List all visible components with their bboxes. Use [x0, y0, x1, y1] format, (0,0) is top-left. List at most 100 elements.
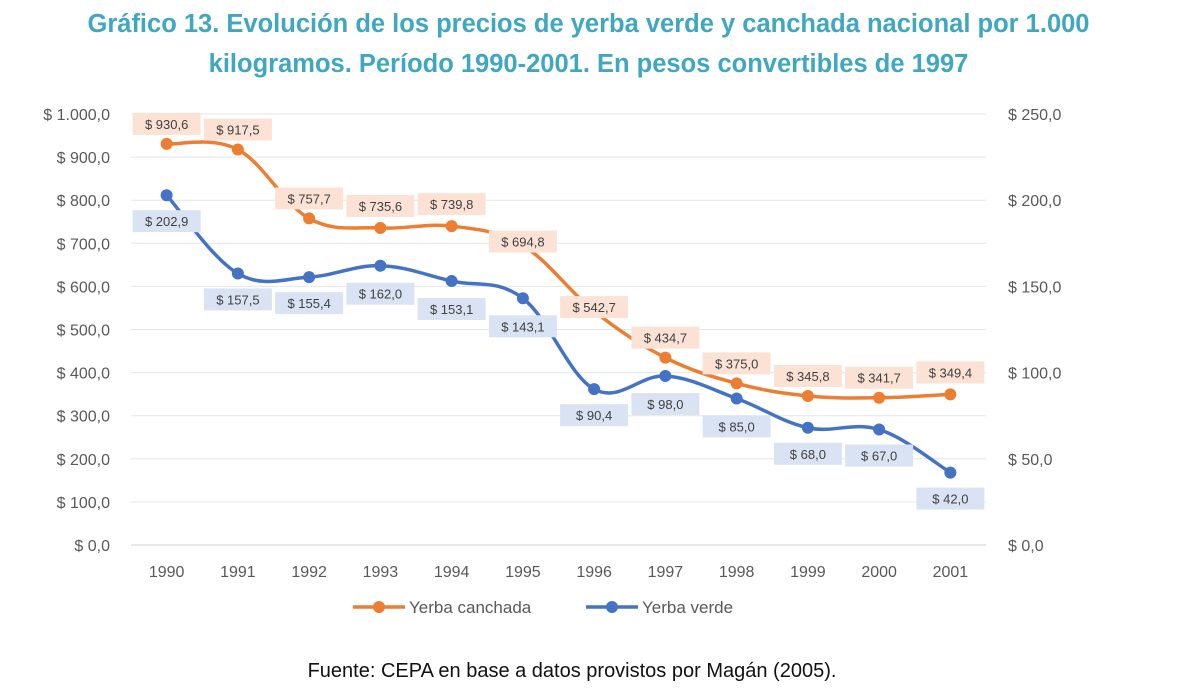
data-label-verde: $ 67,0 [845, 444, 914, 467]
data-point-canchada [160, 137, 173, 150]
data-label-canchada: $ 735,6 [346, 194, 415, 217]
right-axis-tick-label: $ 150,0 [1008, 279, 1061, 296]
data-label-background [773, 364, 842, 387]
legend-item-canchada: Yerba canchada [353, 598, 532, 617]
data-point-verde [303, 271, 316, 284]
data-label-background [203, 288, 272, 311]
x-axis-tick-label: 2000 [861, 564, 897, 581]
data-label-verde: $ 162,0 [346, 282, 415, 305]
line-chart: $ 0,0 $ 100,0 $ 200,0 $ 300,0 $ 400,0 $ 500,0… [43, 107, 1061, 617]
data-point-verde [231, 267, 244, 280]
data-label-background [702, 415, 771, 438]
x-axis-tick-label: 1994 [434, 564, 470, 581]
data-point-canchada [873, 391, 886, 404]
data-label-background [275, 292, 344, 315]
gridlines [131, 113, 986, 546]
data-label-text: $ 153,1 [430, 302, 473, 317]
data-label-text: $ 349,4 [929, 365, 972, 380]
chart-title: Gráfico 13. Evolución de los precios de … [0, 4, 1177, 84]
data-label-text: $ 67,0 [861, 448, 897, 463]
left-axis-tick-label: $ 700,0 [57, 236, 110, 253]
data-point-canchada [303, 212, 316, 225]
data-label-background [560, 404, 629, 427]
left-axis-tick-label: $ 0,0 [74, 538, 110, 555]
data-label-background [417, 193, 486, 216]
data-label-background [488, 230, 557, 253]
data-label-text: $ 375,0 [715, 356, 758, 371]
x-axis-tick-label: 1995 [505, 564, 541, 581]
data-label-background [845, 444, 914, 467]
x-axis-tick-label: 1997 [648, 564, 684, 581]
left-axis-tick-label: $ 200,0 [57, 452, 110, 469]
data-label-background [417, 298, 486, 321]
x-axis-tick-label: 1992 [291, 564, 327, 581]
data-label-verde: $ 42,0 [916, 487, 985, 510]
data-label-text: $ 930,6 [145, 117, 188, 132]
data-point-verde [873, 423, 886, 436]
left-axis-tick-label: $ 400,0 [57, 366, 110, 383]
data-point-verde [445, 275, 458, 288]
data-point-verde [730, 392, 743, 405]
data-label-canchada: $ 434,7 [631, 326, 700, 349]
data-point-canchada [730, 377, 743, 390]
data-label-canchada: $ 739,8 [417, 193, 486, 216]
data-label-verde: $ 153,1 [417, 298, 486, 321]
right-y-axis: $ 0,0 $ 50,0 $ 100,0 $ 150,0 $ 200,0 $ 250,0 [1008, 107, 1061, 555]
data-point-canchada [659, 351, 672, 364]
data-point-verde [374, 259, 387, 272]
data-label-text: $ 68,0 [790, 447, 826, 462]
data-label-verde: $ 90,4 [560, 404, 629, 427]
data-label-canchada: $ 757,7 [275, 187, 344, 210]
data-label-canchada: $ 349,4 [916, 361, 985, 384]
data-label-background [275, 187, 344, 210]
data-label-verde: $ 155,4 [275, 292, 344, 315]
left-axis-tick-label: $ 100,0 [57, 495, 110, 512]
data-label-canchada: $ 930,6 [132, 112, 201, 135]
data-label-verde: $ 85,0 [702, 415, 771, 438]
right-axis-tick-label: $ 0,0 [1008, 538, 1044, 555]
chart-title-line-2: kilogramos. Período 1990-2001. En pesos … [208, 50, 969, 78]
left-axis-tick-label: $ 500,0 [57, 323, 110, 340]
data-label-text: $ 735,6 [359, 199, 402, 214]
data-label-background [203, 118, 272, 141]
data-label-background [560, 296, 629, 319]
legend-swatch-marker [606, 601, 618, 613]
data-label-text: $ 345,8 [786, 369, 829, 384]
x-axis: 1990 1991 1992 1993 1994 1995 1996 1997 1998 1999… [149, 564, 968, 581]
left-y-axis: $ 0,0 $ 100,0 $ 200,0 $ 300,0 $ 400,0 $ 500,0… [43, 107, 110, 555]
data-point-canchada [374, 221, 387, 234]
x-axis-tick-label: 1998 [719, 564, 755, 581]
data-point-verde [944, 466, 957, 479]
data-label-text: $ 162,0 [359, 287, 402, 302]
x-axis-tick-label: 1996 [576, 564, 612, 581]
data-label-background [916, 361, 985, 384]
data-point-verde [516, 292, 529, 305]
data-label-canchada: $ 542,7 [560, 296, 629, 319]
data-label-text: $ 739,8 [430, 197, 473, 212]
data-label-background [702, 352, 771, 375]
data-label-text: $ 85,0 [719, 419, 755, 434]
x-axis-tick-label: 2001 [933, 564, 969, 581]
data-label-background [916, 487, 985, 510]
data-label-text: $ 98,0 [647, 397, 683, 412]
data-label-verde: $ 202,9 [132, 210, 201, 233]
data-label-text: $ 341,7 [857, 371, 900, 386]
data-label-canchada: $ 345,8 [773, 364, 842, 387]
data-label-text: $ 157,5 [216, 292, 259, 307]
data-point-verde [588, 383, 601, 396]
data-label-text: $ 542,7 [572, 300, 615, 315]
right-axis-tick-label: $ 50,0 [1008, 452, 1053, 469]
x-axis-tick-label: 1991 [220, 564, 256, 581]
left-axis-tick-label: $ 800,0 [57, 193, 110, 210]
x-axis-tick-label: 1990 [149, 564, 185, 581]
right-axis-tick-label: $ 200,0 [1008, 193, 1061, 210]
left-axis-tick-label: $ 1.000,0 [43, 107, 110, 124]
data-label-verde: $ 68,0 [773, 442, 842, 465]
data-label-text: $ 694,8 [501, 235, 544, 250]
right-axis-tick-label: $ 100,0 [1008, 366, 1061, 383]
data-label-canchada: $ 694,8 [488, 230, 557, 253]
data-label-verde: $ 157,5 [203, 288, 272, 311]
data-label-text: $ 42,0 [932, 492, 968, 507]
legend-item-verde: Yerba verde [586, 598, 733, 617]
data-point-canchada [944, 388, 957, 401]
